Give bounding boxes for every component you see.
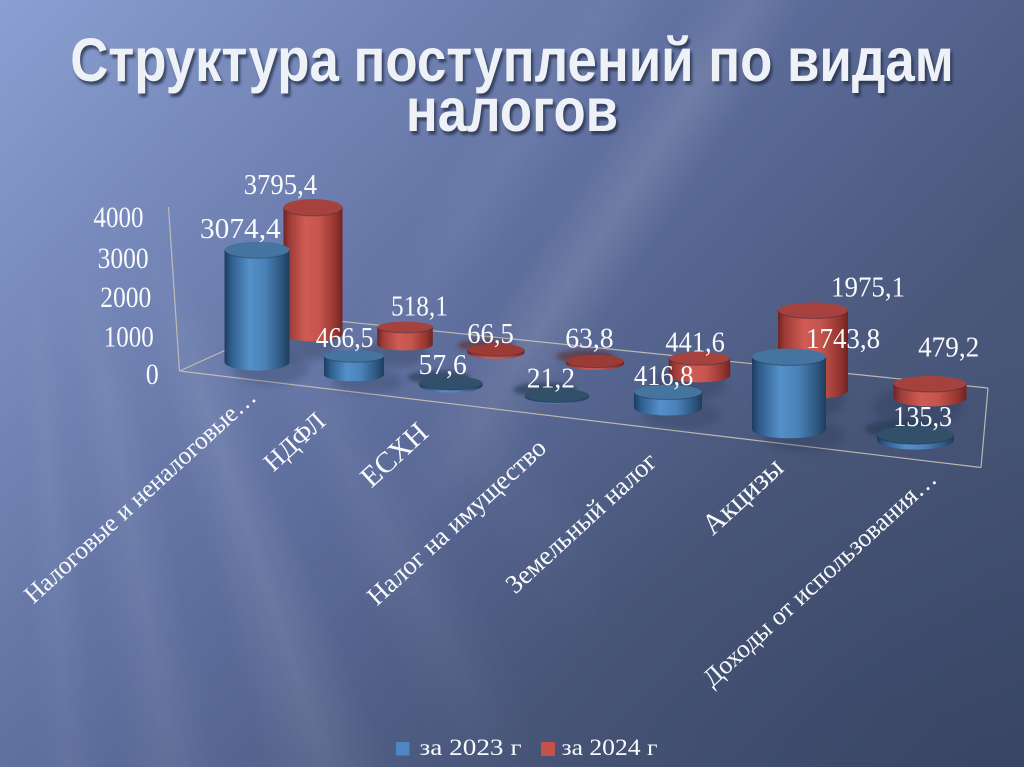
svg-text:за 2023 г: за 2023 г (420, 735, 522, 761)
svg-text:3000: 3000 (98, 242, 149, 275)
svg-text:2000: 2000 (100, 281, 151, 314)
svg-text:0: 0 (146, 358, 159, 391)
svg-text:135,3: 135,3 (893, 401, 952, 433)
svg-text:479,2: 479,2 (918, 332, 979, 364)
svg-text:466,5: 466,5 (316, 322, 374, 354)
svg-text:3795,4: 3795,4 (244, 169, 318, 201)
svg-text:4000: 4000 (94, 201, 144, 234)
svg-text:1975,1: 1975,1 (831, 272, 905, 304)
svg-text:441,6: 441,6 (665, 326, 725, 358)
svg-text:1000: 1000 (104, 320, 154, 353)
svg-text:518,1: 518,1 (391, 291, 448, 323)
svg-text:66,5: 66,5 (467, 318, 514, 350)
svg-text:416,8: 416,8 (634, 360, 694, 392)
svg-text:57,6: 57,6 (419, 349, 467, 381)
svg-text:Налоговые и неналоговые…: Налоговые и неналоговые… (19, 384, 261, 609)
svg-text:21,2: 21,2 (527, 363, 575, 395)
svg-text:за 2024 г: за 2024 г (562, 735, 658, 761)
svg-text:1743,8: 1743,8 (806, 323, 880, 355)
svg-text:63,8: 63,8 (565, 323, 613, 355)
svg-text:Акцизы: Акцизы (696, 452, 790, 542)
svg-text:НДФЛ: НДФЛ (258, 407, 331, 478)
svg-text:3074,4: 3074,4 (200, 213, 281, 245)
svg-text:ЕСХН: ЕСХН (354, 417, 434, 494)
